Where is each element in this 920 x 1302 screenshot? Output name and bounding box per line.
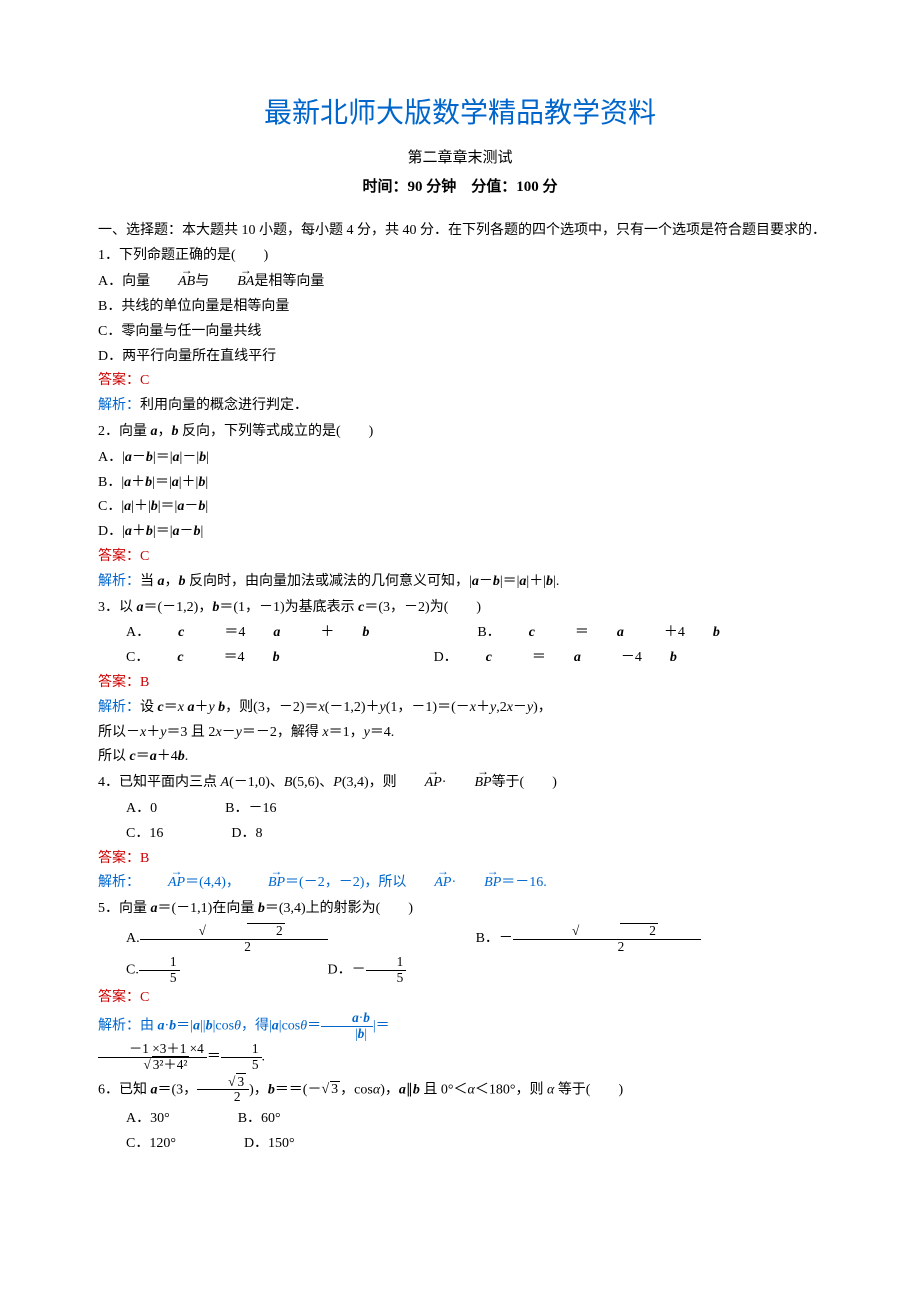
q4-stem: 4．已知平面内三点 A(－1,0)、B(5,6)、P(3,4)，则AP·BP等于… — [70, 771, 850, 795]
q2-opt-d: D．|a＋b|＝|a－b| — [70, 520, 850, 544]
q5-opt-ab: A.22B．－22 — [70, 923, 850, 954]
q1-opt-a: A．向量AB与BA是相等向量 — [70, 270, 850, 294]
vec-b: b — [172, 424, 179, 439]
q2-opt-c: C．|a|＋|b|＝|a－b| — [70, 495, 850, 519]
q4-analysis: 解析：AP＝(4,4)，BP＝(－2，－2)，所以AP·BP＝－16. — [70, 871, 850, 895]
q5-analysis: 解析：由 a·b＝|a||b|cosθ，得|a|cosθ＝a·b|b||＝ — [70, 1011, 850, 1041]
q3-opt-ab: A．c＝4a＋bB．c＝a＋4b — [70, 621, 850, 645]
q6-stem: 6．已知 a＝(3，32)，b＝＝(－3，cosα)，a∥b 且 0°＜α＜18… — [70, 1075, 850, 1105]
vector-ab: AB — [150, 270, 195, 294]
q1-opt-b: B．共线的单位向量是相等向量 — [70, 295, 850, 319]
q2-analysis: 解析：当 a，b 反向时，由向量加法或减法的几何意义可知，|a－b|＝|a|＋|… — [70, 570, 850, 594]
q2-opt-b: B．|a＋b|＝|a|＋|b| — [70, 471, 850, 495]
q6-opt-cd: C．120°D．150° — [70, 1132, 850, 1156]
q2-stem: 2．向量 a，b 反向，下列等式成立的是( ) — [70, 420, 850, 444]
q3-stem: 3．以 a＝(－1,2)，b＝(1，－1)为基底表示 c＝(3，－2)为( ) — [70, 596, 850, 620]
q2-answer: 答案：C — [70, 545, 850, 569]
vector-ap: AP — [397, 771, 442, 795]
q1-answer: 答案：C — [70, 369, 850, 393]
q5-stem: 5．向量 a＝(－1,1)在向量 b＝(3,4)上的射影为( ) — [70, 897, 850, 921]
doc-title: 最新北师大版数学精品教学资料 — [70, 90, 850, 138]
q1-opt-c: C．零向量与任一向量共线 — [70, 320, 850, 344]
q5-opt-cd: C.15D．－15 — [70, 955, 850, 985]
doc-meta: 时间：90 分钟 分值：100 分 — [70, 175, 850, 201]
q1-analysis: 解析：利用向量的概念进行判定． — [70, 394, 850, 418]
doc-subtitle: 第二章章末测试 — [70, 146, 850, 172]
section-1-intro: 一、选择题：本大题共 10 小题，每小题 4 分，共 40 分．在下列各题的四个… — [70, 219, 850, 243]
q1-opt-d: D．两平行向量所在直线平行 — [70, 345, 850, 369]
q4-opt-ab: A．0B．－16 — [70, 797, 850, 821]
vec-a: a — [151, 424, 158, 439]
vector-ba: BA — [209, 270, 254, 294]
q5-cont: －1 ×3＋1 ×43²＋4²＝15. — [70, 1042, 850, 1072]
q5-answer: 答案：C — [70, 986, 850, 1010]
q2-opt-a: A．|a－b|＝|a|－|b| — [70, 446, 850, 470]
q3-cont1: 所以－x＋y＝3 且 2x－y＝－2，解得 x＝1，y＝4. — [70, 721, 850, 745]
vector-bp: BP — [446, 771, 491, 795]
q3-analysis: 解析：设 c＝x a＋y b，则(3，－2)＝x(－1,2)＋y(1，－1)＝(… — [70, 696, 850, 720]
q4-opt-cd: C．16D．8 — [70, 822, 850, 846]
q6-opt-ab: A．30°B．60° — [70, 1107, 850, 1131]
q3-answer: 答案：B — [70, 671, 850, 695]
q3-opt-cd: C．c＝4bD．c＝a－4b — [70, 646, 850, 670]
